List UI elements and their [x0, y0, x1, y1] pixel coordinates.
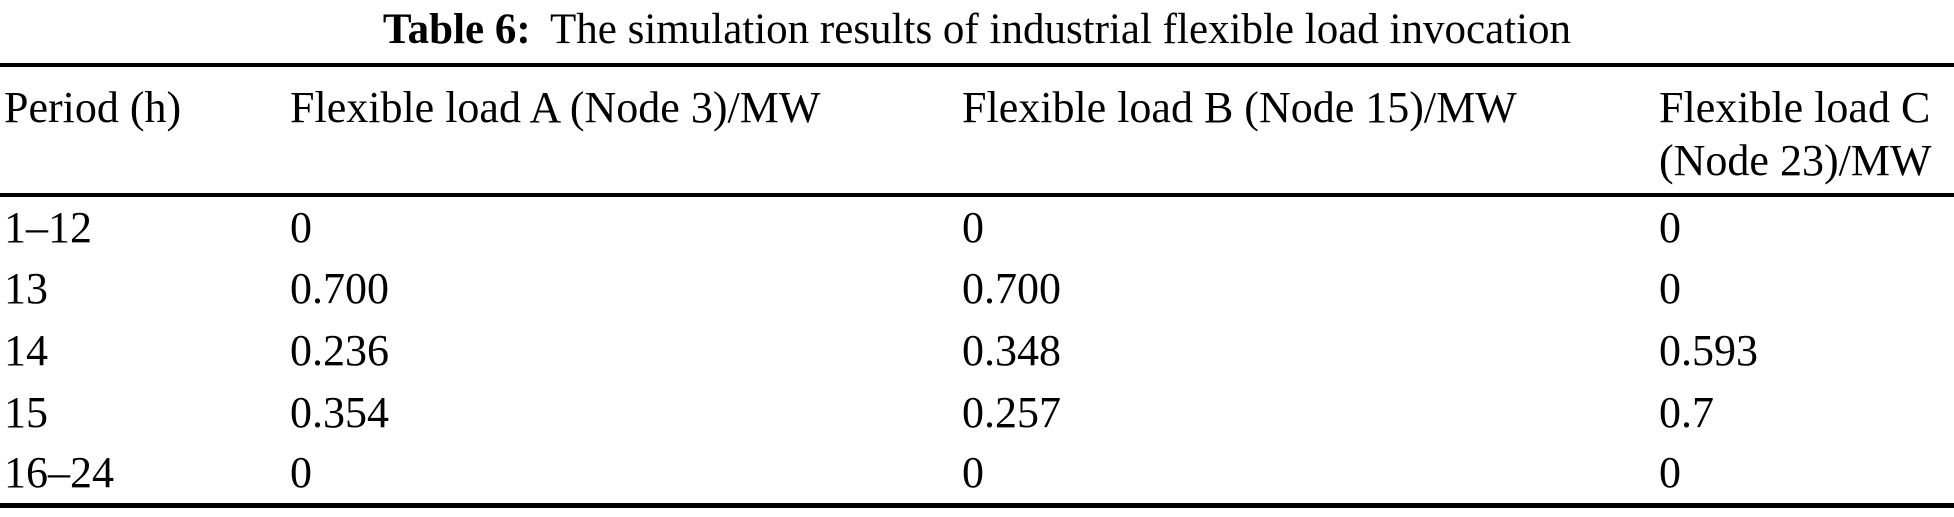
cell-load-b: 0.257	[962, 387, 1061, 437]
results-table: Period (h) Flexible load A (Node 3)/MW F…	[0, 63, 1954, 508]
cell-load-a: 0	[290, 202, 312, 252]
cell-load-b: 0.348	[962, 325, 1061, 375]
column-header-period: Period (h)	[0, 65, 290, 197]
cell-period: 1–12	[4, 202, 92, 252]
column-header-load-a: Flexible load A (Node 3)/MW	[290, 65, 962, 197]
table-caption-text: The simulation results of industrial fle…	[550, 6, 1572, 53]
cell-load-c: 0.593	[1659, 325, 1758, 375]
column-header-load-c: Flexible load C (Node 23)/MW	[1659, 65, 1954, 197]
cell-load-c: 0	[1659, 202, 1681, 252]
table-row: 15 0.354 0.257 0.7	[0, 381, 1954, 443]
table-row: 1–12 0 0 0	[0, 195, 1954, 257]
cell-period: 15	[4, 387, 48, 437]
cell-load-a: 0	[290, 448, 312, 498]
cell-load-b: 0	[962, 202, 984, 252]
cell-load-c: 0.7	[1659, 387, 1714, 437]
cell-load-b: 0.700	[962, 263, 1061, 313]
table-row: 14 0.236 0.348 0.593	[0, 319, 1954, 381]
column-header-load-b: Flexible load B (Node 15)/MW	[962, 65, 1659, 197]
table-row: 13 0.700 0.700 0	[0, 257, 1954, 319]
table-caption-label: Table 6:	[382, 6, 531, 53]
cell-load-c: 0	[1659, 448, 1681, 498]
cell-load-c: 0	[1659, 263, 1681, 313]
cell-load-a: 0.236	[290, 325, 389, 375]
cell-period: 14	[4, 325, 48, 375]
cell-load-a: 0.354	[290, 387, 389, 437]
table-row: 16–24 0 0 0	[0, 443, 1954, 505]
cell-period: 13	[4, 263, 48, 313]
cell-load-a: 0.700	[290, 263, 389, 313]
header-row: Period (h) Flexible load A (Node 3)/MW F…	[0, 65, 1954, 197]
cell-period: 16–24	[4, 448, 114, 498]
table-caption: Table 6: The simulation results of indust…	[0, 0, 1954, 63]
cell-load-b: 0	[962, 448, 984, 498]
